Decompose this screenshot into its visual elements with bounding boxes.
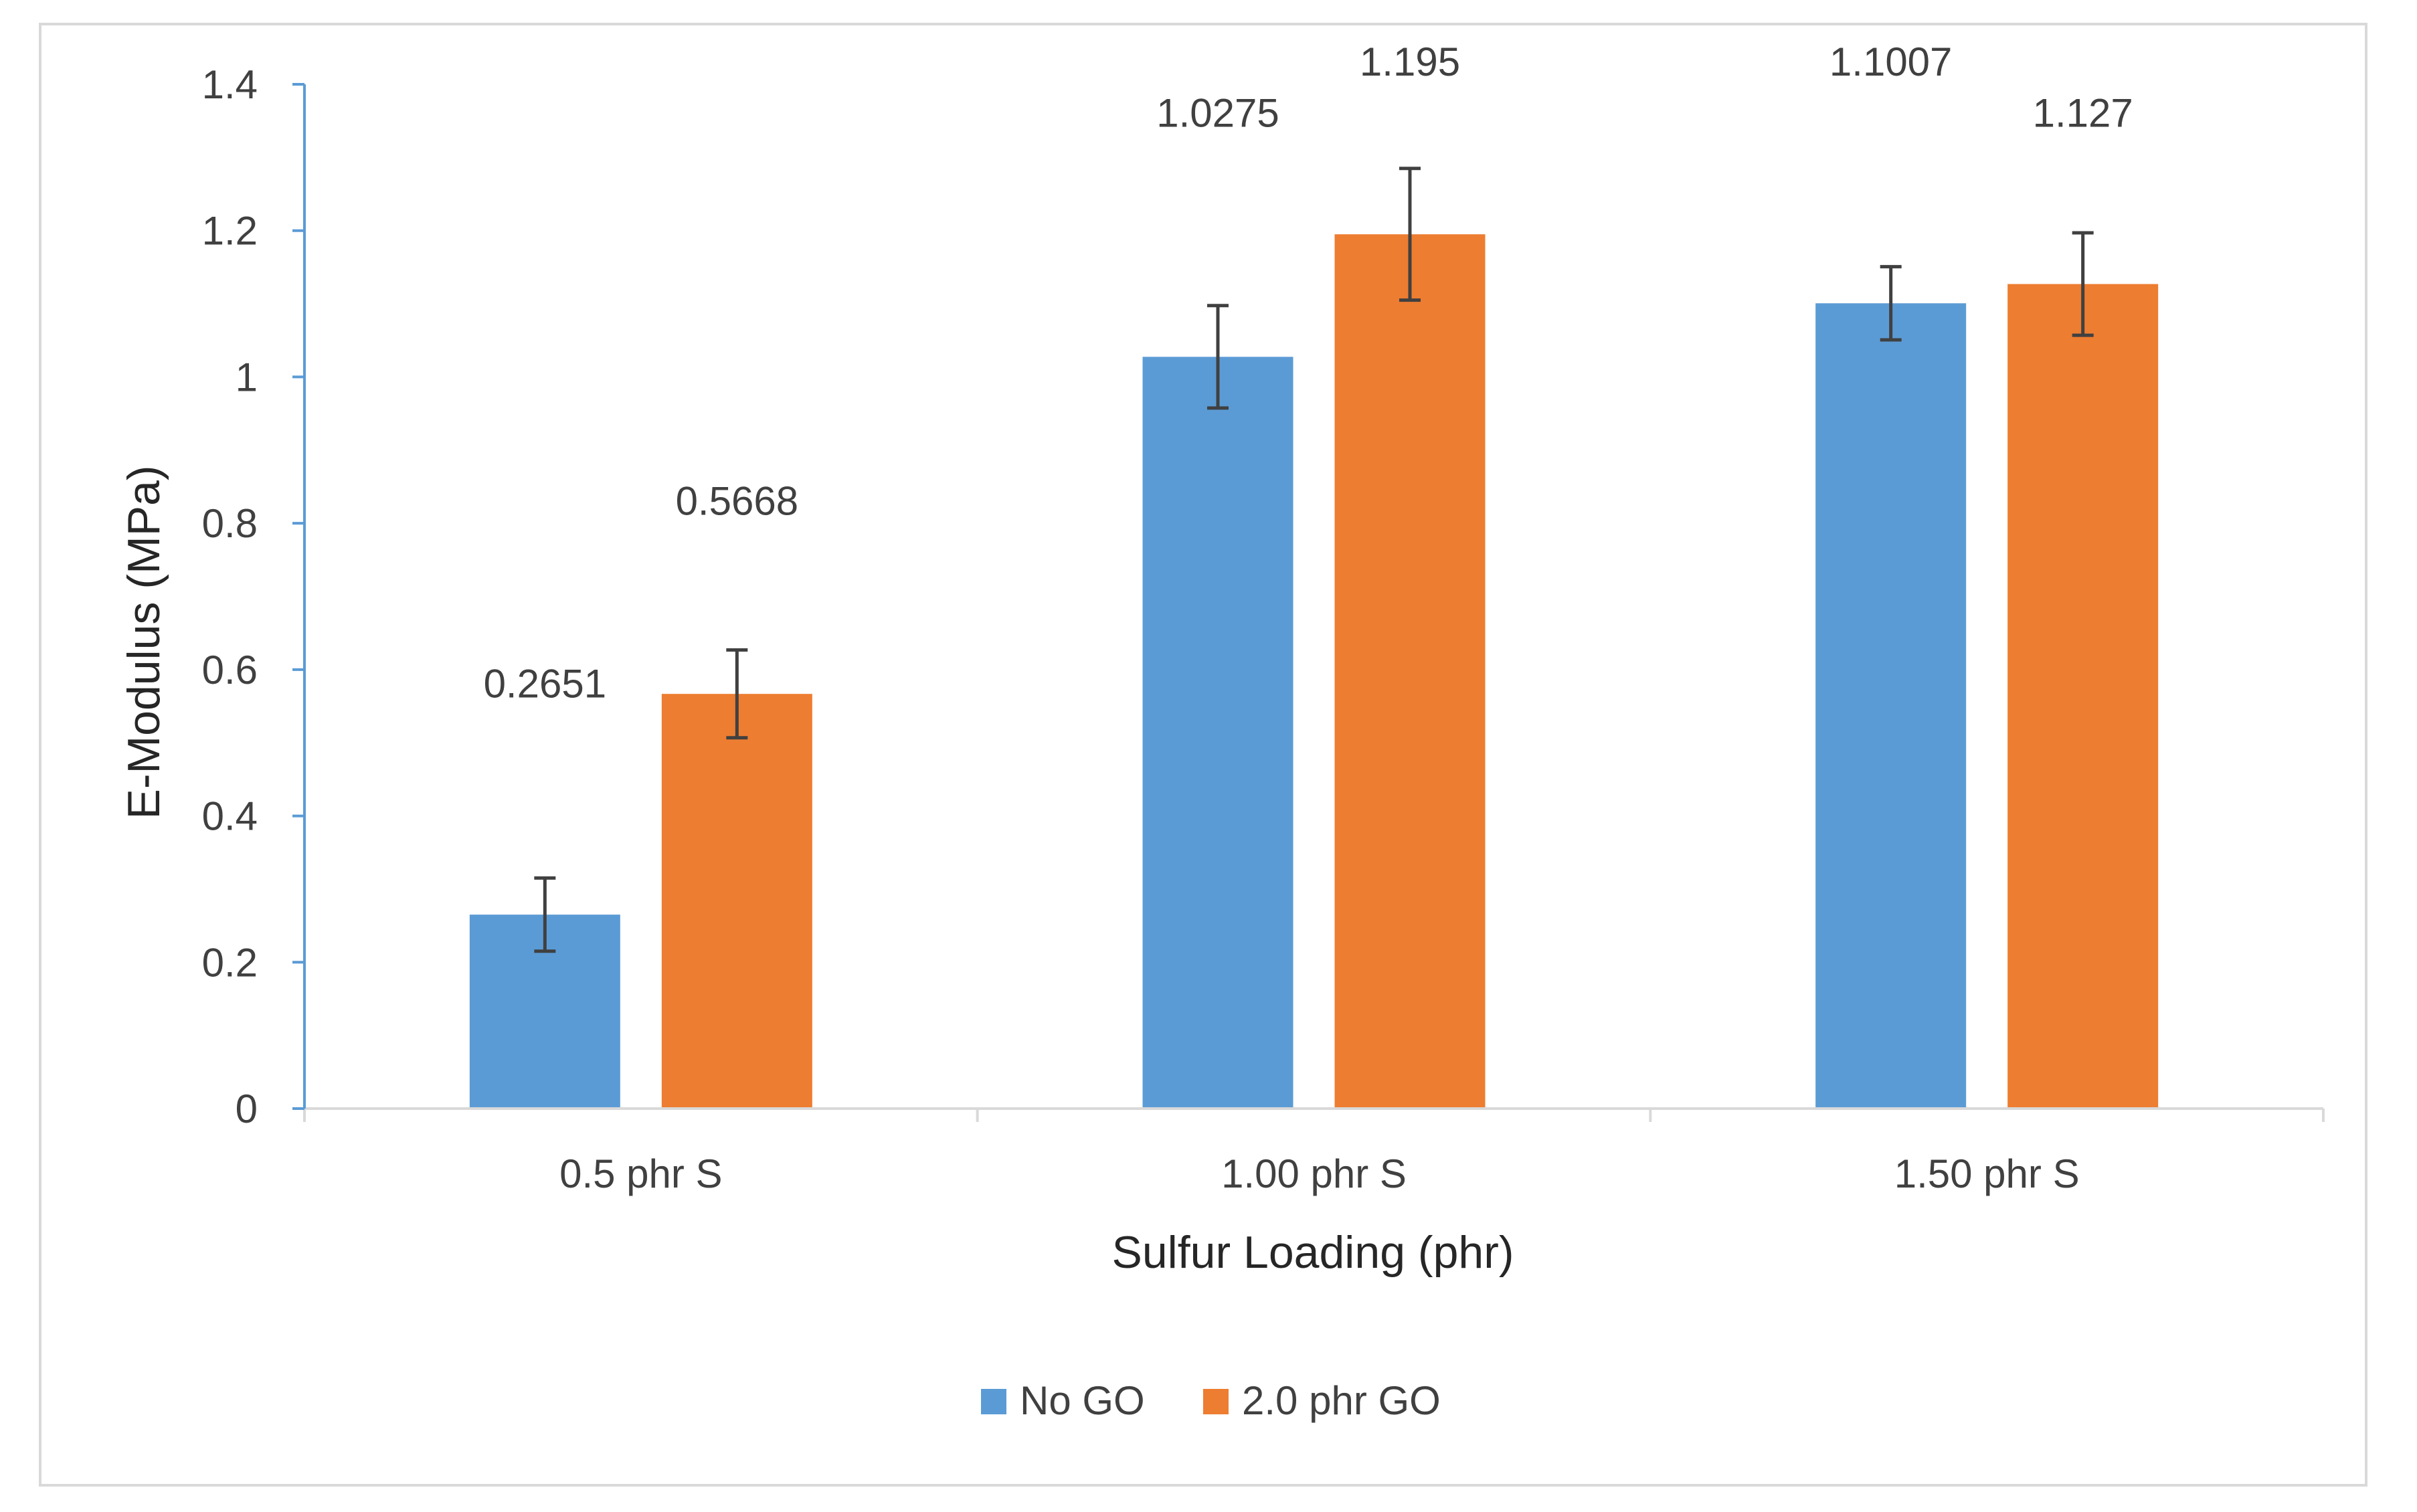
data-label-no-go-1-00-phr-s: 1.0275 — [1156, 91, 1279, 136]
error-bar-2-0-phr-go-1-00-phr-s — [1399, 167, 1421, 302]
category-label-1-50-phr-s: 1.50 phr S — [1894, 1151, 2080, 1196]
category-label-0-5-phr-s: 0.5 phr S — [559, 1151, 723, 1196]
bar-2-0-phr-go-1-50-phr-s — [2007, 284, 2159, 1109]
data-labels-layer: 0.2651 0.5668 1.0275 1.195 1.1007 1.127 — [484, 39, 2133, 706]
data-label-2-0-phr-go-1-00-phr-s: 1.195 — [1360, 39, 1460, 84]
x-axis-title: Sulfur Loading (phr) — [1111, 1227, 1514, 1278]
error-bar-2-0-phr-go-0-5-phr-s — [726, 648, 748, 740]
bars-layer — [469, 234, 2159, 1109]
y-tick-label: 1 — [236, 355, 258, 399]
data-label-no-go-1-50-phr-s: 1.1007 — [1829, 39, 1953, 84]
y-tick-label: 1.4 — [202, 62, 258, 107]
y-axis-title: E-Modulus (MPa) — [118, 465, 169, 819]
y-tick-label: 0 — [236, 1086, 258, 1131]
data-label-2-0-phr-go-0-5-phr-s: 0.5668 — [676, 478, 799, 523]
bar-2-0-phr-go-0-5-phr-s — [661, 694, 812, 1109]
error-bar-no-go-0-5-phr-s — [534, 876, 556, 953]
legend-swatch-2-phr-go — [1203, 1389, 1229, 1414]
axes-layer: 0.5 phr S 1.00 phr S 1.50 phr S 0 0.2 0.4 0.6 0… — [202, 62, 2325, 1196]
error-bar-no-go-1-00-phr-s — [1207, 304, 1229, 410]
error-bar-2-0-phr-go-1-50-phr-s — [2072, 231, 2094, 337]
data-label-no-go-0-5-phr-s: 0.2651 — [484, 662, 607, 706]
y-tick-label: 0.6 — [202, 648, 258, 692]
error-bar-no-go-1-50-phr-s — [1880, 265, 1902, 342]
legend-swatch-no-go — [981, 1389, 1006, 1414]
y-tick-label: 0.2 — [202, 940, 258, 985]
category-label-1-00-phr-s: 1.00 phr S — [1221, 1151, 1407, 1196]
y-tick-label: 0.4 — [202, 794, 258, 839]
error-bars-layer — [534, 167, 2094, 953]
y-tick-label: 1.2 — [202, 209, 258, 254]
bar-no-go-1-50-phr-s — [1815, 303, 1967, 1109]
legend: No GO 2.0 phr GO — [981, 1378, 1441, 1423]
data-label-2-0-phr-go-1-50-phr-s: 1.127 — [2033, 91, 2133, 136]
bar-no-go-1-00-phr-s — [1142, 357, 1293, 1109]
legend-label-no-go: No GO — [1020, 1378, 1145, 1423]
bar-2-0-phr-go-1-00-phr-s — [1334, 234, 1486, 1109]
legend-label-2-phr-go: 2.0 phr GO — [1242, 1378, 1441, 1423]
y-tick-label: 0.8 — [202, 501, 258, 546]
